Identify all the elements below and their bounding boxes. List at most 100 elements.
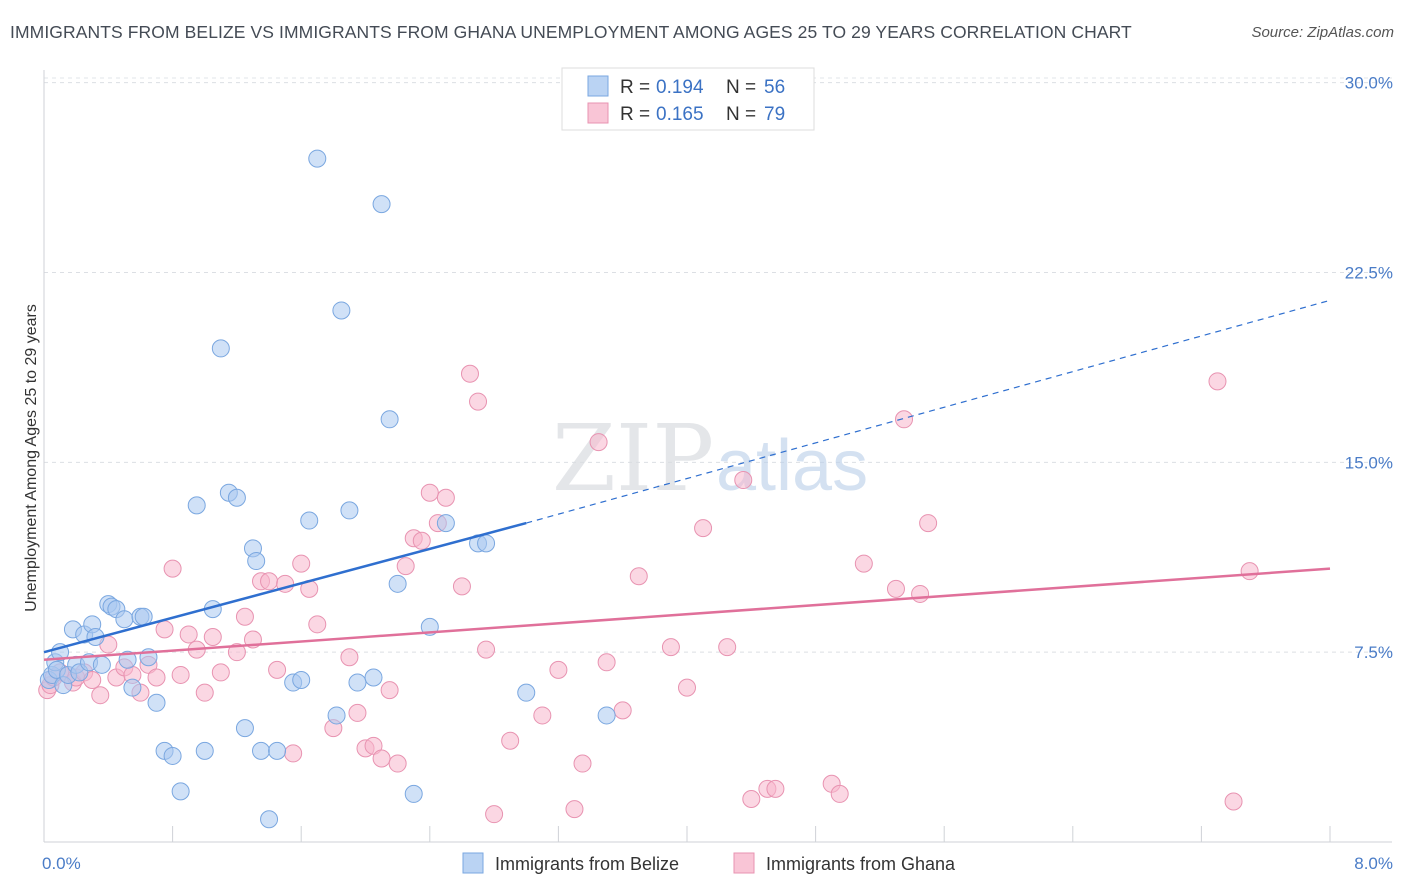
belize-point-28	[187, 496, 206, 515]
ghana-point-59	[573, 754, 592, 773]
belize-point-29	[195, 741, 214, 760]
ghana-point-35	[308, 615, 327, 634]
ghana-point-46	[412, 531, 431, 550]
ghana-point-9	[91, 686, 110, 705]
ghana-point-50	[452, 577, 471, 596]
trend-lines	[43, 299, 1331, 662]
ghana-point-76	[919, 514, 938, 533]
ghana-point-20	[179, 625, 198, 644]
belize-point-33	[227, 488, 246, 507]
belize-trend-line	[43, 521, 527, 654]
ghana-point-77	[886, 579, 905, 598]
ghana-point-33	[292, 554, 311, 573]
ghana-point-23	[203, 627, 222, 646]
belize-point-39	[268, 741, 287, 760]
y-tick-label-3: 30.0%	[1345, 74, 1393, 93]
y-tick-label-1: 15.0%	[1345, 453, 1393, 472]
ghana-point-74	[854, 554, 873, 573]
ghana-point-40	[364, 736, 383, 755]
ghana-point-79	[1208, 372, 1227, 391]
ghana-point-73	[830, 784, 849, 803]
belize-point-57	[517, 683, 536, 702]
ghana-point-25	[227, 643, 246, 662]
belize-point-27	[171, 782, 190, 801]
belize-point-46	[340, 501, 359, 520]
ghana-point-68	[734, 471, 753, 490]
bottom-legend-label-belize: Immigrants from Belize	[495, 854, 679, 874]
ghana-point-44	[396, 557, 415, 576]
ghana-point-60	[589, 433, 608, 452]
legend-r-label-ghana: R =	[620, 104, 650, 125]
legend-r-value-belize: 0.194	[656, 77, 704, 98]
y-tick-labels: 7.5% 15.0% 22.5% 30.0%	[1345, 74, 1393, 663]
watermark: ZIP atlas	[552, 405, 868, 512]
belize-point-18	[115, 610, 134, 629]
ghana-point-57	[549, 660, 568, 679]
belize-trend-extension	[526, 299, 1331, 524]
y-axis-label: Unemployment Among Ages 25 to 29 years	[23, 304, 40, 612]
belize-point-37	[252, 741, 271, 760]
legend-n-value-ghana: 79	[764, 104, 785, 125]
legend-swatch-ghana	[587, 102, 609, 124]
belize-point-47	[348, 673, 367, 692]
legend-r-label-belize: R =	[620, 77, 650, 98]
chart-title: IMMIGRANTS FROM BELIZE VS IMMIGRANTS FRO…	[10, 22, 1132, 42]
x-tick-label-0: 0.0%	[42, 854, 81, 873]
belize-point-50	[380, 410, 399, 429]
belize-point-34	[235, 719, 254, 738]
belize-point-26	[163, 746, 182, 765]
belize-point-44	[327, 706, 346, 725]
ghana-point-61	[597, 653, 616, 672]
legend-n-value-belize: 56	[764, 77, 785, 98]
y-tick-label-0: 7.5%	[1354, 643, 1393, 662]
ghana-point-64	[661, 638, 680, 657]
belize-point-20	[123, 678, 142, 697]
ghana-point-47	[420, 483, 439, 502]
belize-point-36	[247, 552, 266, 571]
belize-point-19	[118, 650, 137, 669]
belize-point-49	[372, 195, 391, 214]
ghana-point-42	[380, 681, 399, 700]
ghana-point-26	[235, 607, 254, 626]
belize-point-52	[404, 784, 423, 803]
ghana-point-18	[163, 559, 182, 578]
ghana-point-67	[718, 638, 737, 657]
x-tick-labels: 0.0% 8.0%	[42, 854, 1393, 873]
belize-point-43	[308, 149, 327, 168]
ghana-point-62	[613, 701, 632, 720]
bottom-legend-label-ghana: Immigrants from Ghana	[766, 854, 956, 874]
ghana-point-80	[1240, 562, 1259, 581]
bottom-legend-swatch-belize	[462, 852, 484, 874]
ghana-point-78	[911, 584, 930, 603]
ghana-point-38	[348, 703, 367, 722]
ghana-point-56	[533, 706, 552, 725]
ghana-point-53	[477, 640, 496, 659]
ghana-point-19	[171, 665, 190, 684]
belize-point-41	[292, 671, 311, 690]
bottom-legend-swatch-ghana	[733, 852, 755, 874]
watermark-zip: ZIP	[552, 405, 714, 512]
ghana-point-30	[268, 660, 287, 679]
ghana-trend-line	[43, 567, 1331, 662]
source-credit: Source: ZipAtlas.com	[1251, 24, 1394, 41]
legend-n-label-ghana: N =	[726, 104, 756, 125]
bottom-legend: Immigrants from Belize Immigrants from G…	[462, 852, 956, 874]
ghana-point-55	[501, 731, 520, 750]
belize-point-38	[260, 810, 279, 829]
ghana-point-54	[485, 805, 504, 824]
ghana-point-81	[1224, 792, 1243, 811]
legend-n-label-belize: N =	[726, 77, 756, 98]
ghana-point-66	[694, 519, 713, 538]
ghana-point-29	[260, 572, 279, 591]
ghana-point-65	[678, 678, 696, 697]
x-tick-label-1: 8.0%	[1354, 854, 1393, 873]
legend-swatch-belize	[587, 75, 609, 97]
belize-point-14	[92, 655, 111, 674]
ghana-point-17	[155, 620, 174, 639]
ghana-point-24	[211, 663, 230, 682]
y-tick-label-2: 22.5%	[1345, 263, 1393, 282]
grid-lines	[44, 77, 1392, 653]
belize-point-45	[332, 301, 351, 320]
ghana-point-69	[742, 789, 761, 808]
